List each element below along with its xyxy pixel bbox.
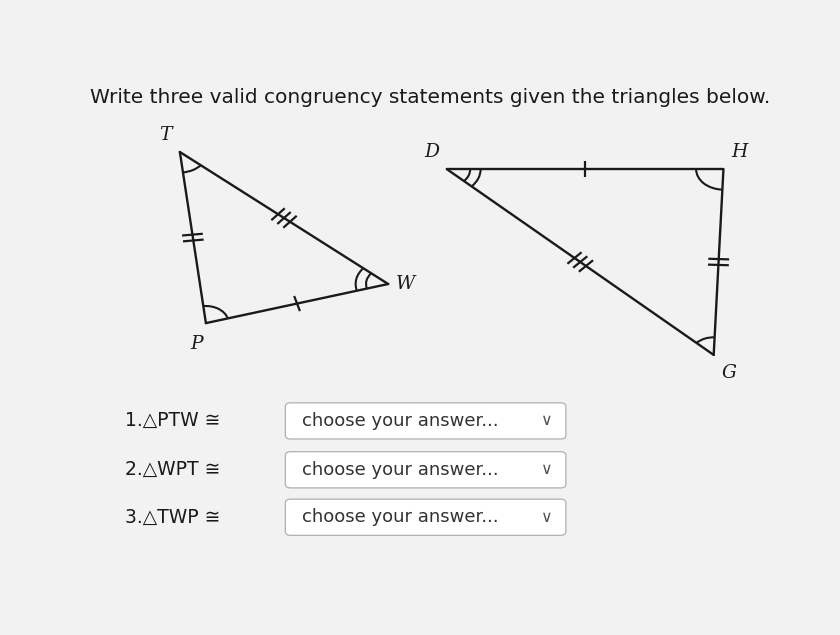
Text: ∨: ∨ xyxy=(540,413,552,429)
Text: H: H xyxy=(732,144,748,161)
Text: choose your answer...: choose your answer... xyxy=(302,412,499,430)
Text: 2.△WPT ≅: 2.△WPT ≅ xyxy=(124,460,220,479)
Text: P: P xyxy=(190,335,202,353)
FancyBboxPatch shape xyxy=(286,403,566,439)
Text: choose your answer...: choose your answer... xyxy=(302,461,499,479)
Text: 3.△TWP ≅: 3.△TWP ≅ xyxy=(124,508,220,527)
Text: G: G xyxy=(722,364,737,382)
Text: ∨: ∨ xyxy=(540,510,552,525)
Text: D: D xyxy=(424,144,439,161)
Text: Write three valid congruency statements given the triangles below.: Write three valid congruency statements … xyxy=(91,88,770,107)
Text: ∨: ∨ xyxy=(540,462,552,478)
FancyBboxPatch shape xyxy=(286,451,566,488)
Text: choose your answer...: choose your answer... xyxy=(302,508,499,526)
Text: W: W xyxy=(396,275,415,293)
FancyBboxPatch shape xyxy=(286,499,566,535)
Text: T: T xyxy=(160,126,172,144)
Text: 1.△PTW ≅: 1.△PTW ≅ xyxy=(124,411,220,431)
